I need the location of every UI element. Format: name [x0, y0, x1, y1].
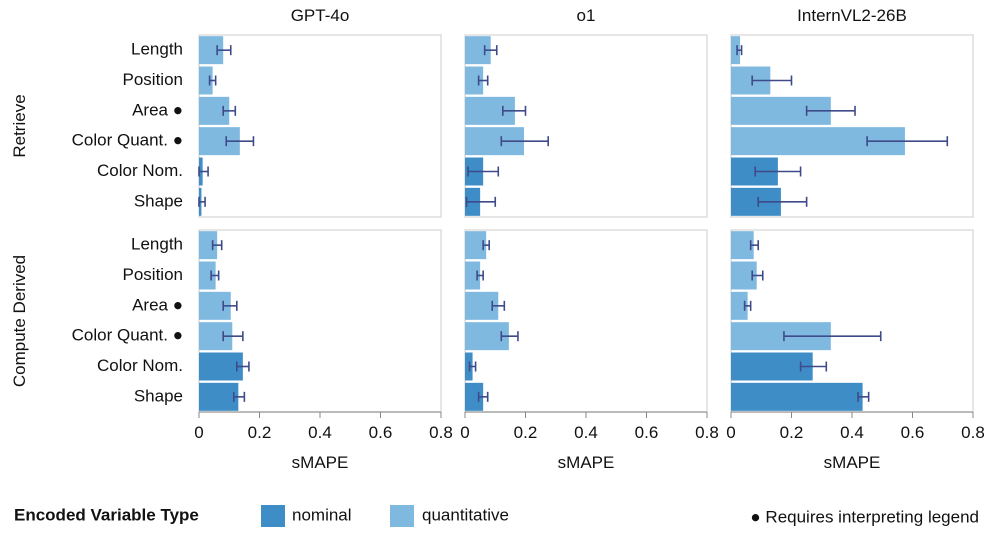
x-tick-label: 0.2 — [248, 423, 272, 442]
x-tick-label: 0.6 — [635, 423, 659, 442]
panel-frame — [464, 34, 708, 218]
bar — [199, 382, 239, 411]
panel-frame — [730, 34, 974, 218]
category-label-1-0: Length — [131, 235, 183, 254]
bar — [731, 352, 813, 381]
panel-1-1 — [464, 229, 708, 413]
bar — [465, 261, 481, 290]
x-tick-label: 0 — [460, 423, 469, 442]
bar — [199, 231, 218, 260]
bar — [465, 382, 484, 411]
category-label-1-1: Position — [123, 265, 183, 284]
bar — [199, 66, 213, 95]
column-title-2: InternVL2-26B — [797, 6, 907, 25]
panel-0-0 — [198, 34, 442, 218]
row-title-1: Compute Derived — [10, 255, 29, 387]
x-tick-label: 0.8 — [961, 423, 985, 442]
category-label-1-2: Area ● — [132, 295, 183, 314]
category-label-1-4: Color Nom. — [97, 356, 183, 375]
x-tick-label: 0.2 — [514, 423, 538, 442]
legend-swatch-quantitative — [390, 505, 414, 527]
panel-1-2 — [730, 229, 974, 413]
panel-1-0 — [198, 229, 442, 413]
panel-0-2 — [730, 34, 974, 218]
legend-label-quantitative: quantitative — [422, 505, 509, 524]
x-tick-label: 0.8 — [429, 423, 453, 442]
panel-frame — [730, 229, 974, 413]
category-label-0-0: Length — [131, 40, 183, 59]
bar — [199, 352, 243, 381]
legend-title: Encoded Variable Type — [14, 505, 199, 524]
category-label-0-1: Position — [123, 70, 183, 89]
legend-swatch-nominal — [261, 505, 285, 527]
x-axis-title-1: sMAPE — [558, 453, 615, 472]
bar — [465, 66, 484, 95]
x-tick-label: 0.4 — [840, 423, 864, 442]
category-label-1-3: Color Quant. ● — [72, 326, 183, 345]
panel-frame — [198, 34, 442, 218]
bar — [465, 231, 487, 260]
x-axis-title-2: sMAPE — [824, 453, 881, 472]
x-tick-label: 0.2 — [780, 423, 804, 442]
x-tick-label: 0 — [194, 423, 203, 442]
x-tick-label: 0 — [726, 423, 735, 442]
legend: Encoded Variable Type nominal quantitati… — [14, 505, 979, 527]
bar — [731, 382, 863, 411]
panel-0-1 — [464, 34, 708, 218]
panels-layer — [198, 34, 974, 413]
category-label-1-5: Shape — [134, 386, 183, 405]
category-label-0-3: Color Quant. ● — [72, 131, 183, 150]
bar — [731, 291, 748, 320]
x-tick-label: 0.4 — [308, 423, 332, 442]
x-tick-label: 0.6 — [369, 423, 393, 442]
x-axis-title-0: sMAPE — [292, 453, 349, 472]
row-title-0: Retrieve — [10, 94, 29, 157]
legend-label-nominal: nominal — [292, 505, 352, 524]
labels-layer: GPT-4o o1 InternVL2-26B Retrieve Compute Der… — [10, 6, 985, 472]
legend-note: ● Requires interpreting legend — [750, 507, 979, 526]
x-tick-label: 0.4 — [574, 423, 598, 442]
panel-frame — [464, 229, 708, 413]
category-label-0-2: Area ● — [132, 100, 183, 119]
x-tick-label: 0.6 — [901, 423, 925, 442]
bar — [199, 261, 216, 290]
bar — [731, 231, 754, 260]
category-label-0-5: Shape — [134, 191, 183, 210]
bar — [731, 36, 741, 65]
column-title-0: GPT-4o — [291, 6, 350, 25]
column-title-1: o1 — [577, 6, 596, 25]
category-label-0-4: Color Nom. — [97, 161, 183, 180]
x-tick-label: 0.8 — [695, 423, 719, 442]
